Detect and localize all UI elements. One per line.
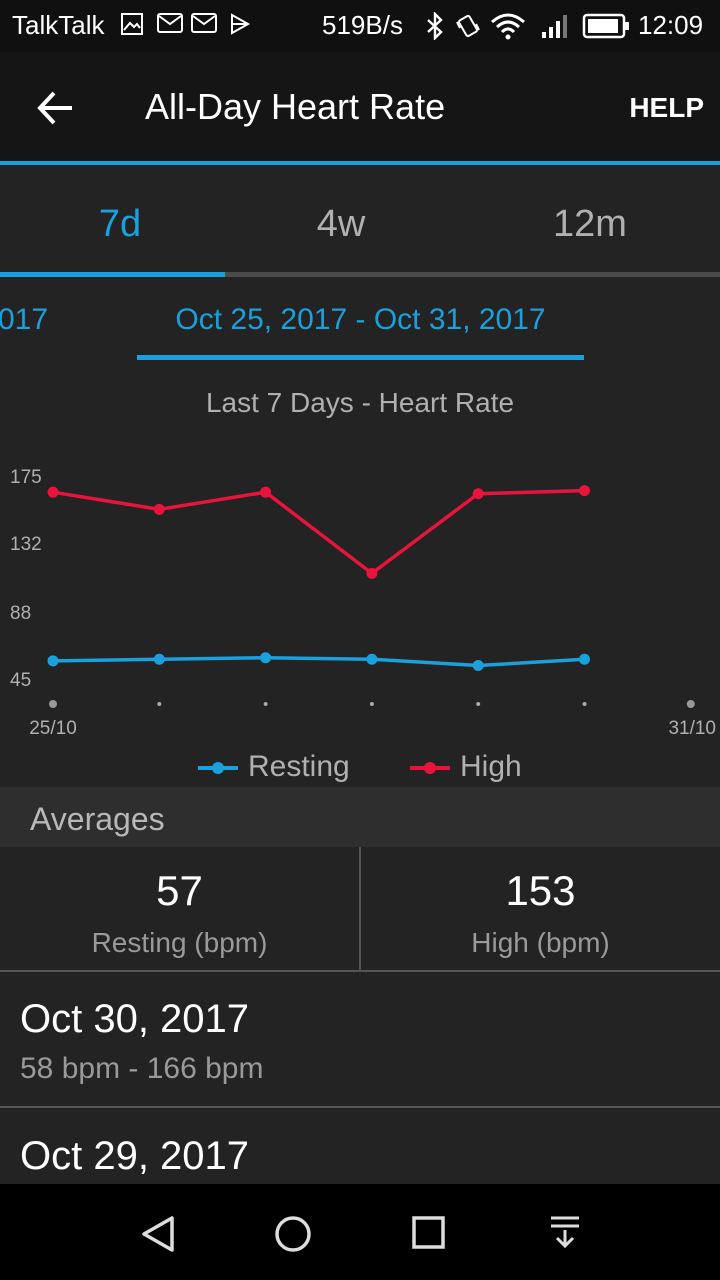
data-point-resting bbox=[472, 660, 484, 672]
tab-indicator bbox=[0, 272, 225, 277]
average-high-value: 153 bbox=[505, 867, 576, 914]
x-tick-dot bbox=[686, 700, 695, 708]
data-point-resting bbox=[153, 653, 165, 665]
chart-title: Last 7 Days - Heart Rate bbox=[205, 387, 515, 418]
data-point-resting bbox=[260, 652, 272, 664]
data-point-resting bbox=[366, 653, 378, 665]
averages-divider bbox=[359, 847, 361, 970]
list-item[interactable]: Oct 29, 2017 bbox=[0, 1108, 720, 1184]
app-bar: All-Day Heart Rate HELP bbox=[0, 52, 720, 162]
divider bbox=[0, 1106, 720, 1108]
battery-icon bbox=[582, 13, 629, 39]
network-speed: 519B/s bbox=[322, 10, 403, 40]
average-resting: 57 Resting (bpm) bbox=[0, 847, 359, 970]
data-point-resting bbox=[579, 653, 590, 665]
help-button[interactable]: HELP bbox=[629, 92, 704, 123]
range-indicator bbox=[137, 355, 584, 360]
arrow-left-icon[interactable] bbox=[34, 88, 78, 128]
y-tick-label: 175 bbox=[10, 467, 42, 488]
home-circle-icon[interactable] bbox=[272, 1214, 314, 1256]
clock: 12:09 bbox=[638, 10, 704, 40]
y-tick-label: 45 bbox=[10, 670, 31, 691]
x-tick-label: 25/10 bbox=[29, 718, 77, 739]
x-tick-dot bbox=[157, 702, 162, 706]
app-bar-accent-line bbox=[0, 161, 720, 165]
x-tick-dot bbox=[49, 700, 57, 708]
x-tick-label: 31/10 bbox=[668, 718, 716, 739]
data-point-high bbox=[366, 567, 378, 579]
legend-resting-label: Resting bbox=[248, 750, 350, 783]
data-point-resting bbox=[47, 655, 59, 667]
averages-header: Averages bbox=[0, 787, 720, 847]
x-tick-dot bbox=[582, 702, 587, 706]
wifi-icon bbox=[491, 13, 525, 40]
legend-high-label: High bbox=[460, 750, 522, 783]
average-resting-value: 57 bbox=[156, 867, 203, 914]
tab-12m[interactable]: 12m bbox=[553, 203, 627, 245]
mail-icon bbox=[191, 13, 217, 33]
tab-7d[interactable]: 7d bbox=[98, 203, 142, 245]
series-line-resting bbox=[52, 655, 585, 668]
back-triangle-icon[interactable] bbox=[138, 1214, 178, 1254]
y-tick-label: 88 bbox=[10, 603, 31, 624]
x-tick-dot bbox=[476, 702, 481, 706]
current-date-range[interactable]: Oct 25, 2017 - Oct 31, 2017 bbox=[175, 303, 546, 336]
data-point-high bbox=[472, 488, 484, 500]
legend-high-marker bbox=[410, 762, 450, 774]
y-tick-label: 132 bbox=[10, 534, 42, 555]
x-tick-dot bbox=[369, 702, 374, 706]
vibrate-icon bbox=[456, 14, 480, 38]
status-bar: TalkTalk 519B/s 12:09 bbox=[0, 0, 720, 52]
previous-range[interactable]: 017 bbox=[0, 303, 49, 336]
period-tabs: 7d 4w 12m bbox=[0, 165, 720, 277]
signal-icon bbox=[542, 15, 567, 38]
day-bpm-range: 58 bpm - 166 bpm bbox=[20, 1052, 264, 1085]
system-nav-bar bbox=[0, 1184, 720, 1280]
bluetooth-icon bbox=[427, 12, 443, 40]
play-store-icon bbox=[231, 13, 251, 35]
data-point-high bbox=[153, 503, 165, 515]
average-high-label: High (bpm) bbox=[471, 927, 610, 958]
page-title: All-Day Heart Rate bbox=[145, 86, 446, 127]
carrier-name: TalkTalk bbox=[12, 10, 105, 40]
list-item[interactable]: Oct 30, 2017 58 bpm - 166 bpm bbox=[0, 972, 720, 1107]
divider bbox=[0, 970, 720, 972]
day-date: Oct 30, 2017 bbox=[20, 997, 250, 1041]
average-high: 153 High (bpm) bbox=[361, 847, 720, 970]
notification-pull-icon[interactable] bbox=[548, 1214, 582, 1250]
averages-title: Averages bbox=[30, 801, 165, 837]
tab-track bbox=[0, 272, 720, 277]
legend-resting-marker bbox=[198, 762, 238, 774]
average-resting-label: Resting (bpm) bbox=[91, 927, 268, 958]
x-tick-dot bbox=[263, 702, 268, 706]
day-date: Oct 29, 2017 bbox=[20, 1134, 250, 1178]
heart-rate-chart: 45 88 132 175 25/10 31/10 bbox=[10, 467, 716, 739]
series-line-high bbox=[52, 488, 585, 576]
tab-4w[interactable]: 4w bbox=[316, 203, 366, 245]
mail-icon bbox=[157, 13, 183, 33]
data-point-high bbox=[47, 486, 59, 498]
data-point-high bbox=[579, 485, 590, 497]
chart-legend: Resting High bbox=[0, 750, 720, 790]
recents-square-icon[interactable] bbox=[410, 1214, 448, 1252]
image-icon bbox=[121, 13, 143, 35]
data-point-high bbox=[260, 486, 272, 498]
